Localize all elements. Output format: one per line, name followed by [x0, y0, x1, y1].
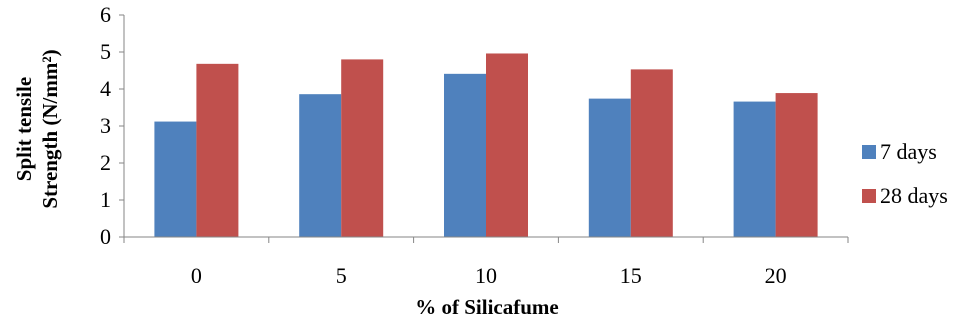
legend-label-28-days: 28 days [880, 183, 948, 208]
y-tick-label: 2 [100, 150, 111, 175]
bar-7-days-0 [154, 121, 197, 237]
bar-28-days-5 [341, 59, 384, 238]
bar-7-days-5 [299, 94, 342, 238]
y-tick-label: 1 [100, 187, 111, 212]
y-tick-label: 0 [100, 224, 111, 249]
x-tick-label: 20 [765, 263, 787, 288]
legend: 7 days 28 days [862, 139, 948, 208]
bar-7-days-10 [444, 73, 486, 237]
bar-7-days-15 [588, 98, 631, 238]
x-tick-label: 0 [191, 263, 202, 288]
y-tick-label: 5 [100, 39, 111, 64]
bar-28-days-15 [630, 69, 673, 237]
bars-group [154, 53, 818, 238]
bar-7-days-20 [733, 101, 776, 237]
bar-28-days-10 [486, 53, 528, 238]
y-axis-title-line2: Strength (N/mm²) [38, 49, 62, 208]
y-tick-label: 4 [100, 76, 111, 101]
y-tick-label: 3 [100, 113, 111, 138]
x-tick-label: 10 [475, 263, 497, 288]
y-tick-label: 6 [100, 2, 111, 27]
legend-label-7-days: 7 days [880, 139, 937, 164]
bar-28-days-0 [196, 63, 239, 238]
x-tick-label: 5 [336, 263, 347, 288]
y-axis-title-line1: Split tensile [12, 77, 36, 181]
legend-swatch-28-days [862, 189, 876, 203]
x-tick-label: 15 [620, 263, 642, 288]
x-axis-title: % of Silicafume [415, 295, 558, 319]
ticks-group: 0 1 2 3 4 5 6 0 5 10 15 20 [100, 2, 849, 288]
legend-swatch-7-days [862, 145, 876, 159]
bar-28-days-20 [775, 93, 818, 237]
y-axis-title: Split tensile Strength (N/mm²) [12, 49, 62, 208]
